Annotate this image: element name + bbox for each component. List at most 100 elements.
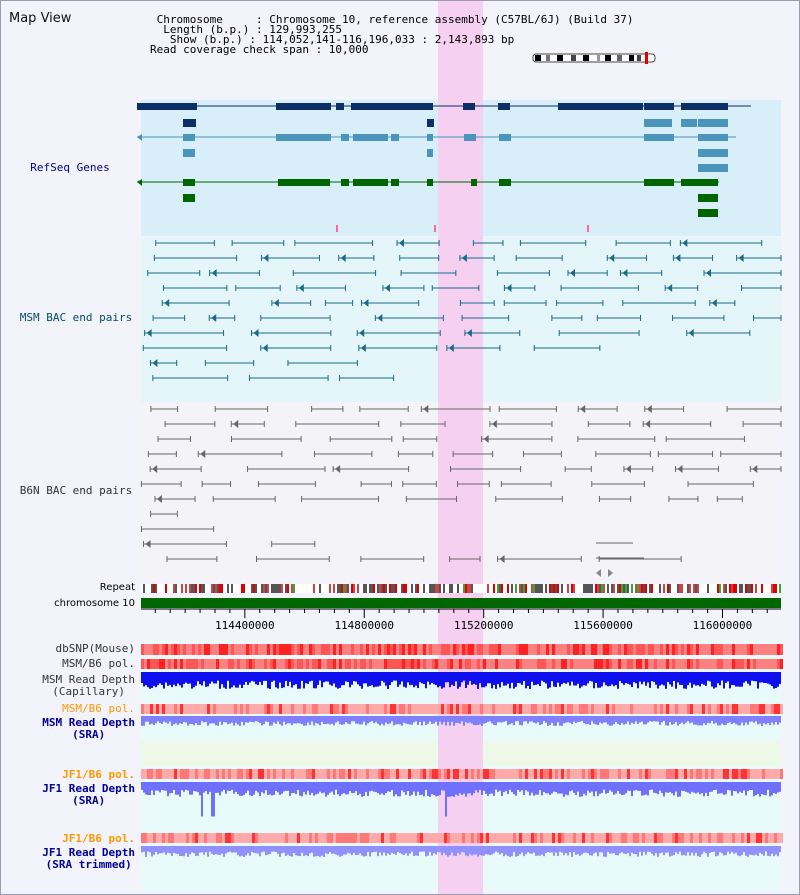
msm-cap-depth-690 (691, 672, 693, 688)
dbsnp-strip-713 (714, 644, 717, 655)
msm-sra-depth-244 (245, 716, 247, 723)
jf1-pol-strip-248 (249, 769, 252, 779)
jf1-sra-depth-774 (775, 782, 777, 794)
dbsnp-strip-473 (474, 644, 477, 655)
msm-sra-depth-408 (409, 716, 411, 725)
repeat-seg-508 (509, 584, 511, 593)
msm-sra-depth-142 (143, 716, 145, 726)
jf1-trim-depth-702 (703, 846, 705, 852)
msm-pol2-strip-647 (648, 704, 651, 714)
msm-sra-depth-486 (487, 716, 489, 722)
msm-sra-depth-210 (211, 716, 213, 724)
msm-sra-depth-436 (437, 716, 439, 726)
msm-pol2-strip-650 (651, 704, 654, 714)
repeat-seg-776 (777, 584, 779, 593)
dbsnp-strip-743 (744, 644, 747, 655)
jf1-read-depth-sra-label[interactable]: JF1 Read Depth (SRA) (42, 782, 135, 807)
jf1-sra-depth-762 (763, 782, 765, 795)
repeat-seg-164 (165, 584, 167, 593)
jf1-trim-depth-544 (545, 846, 547, 854)
msm-pol-strip-593 (594, 659, 597, 669)
jf1-sra-depth-284 (285, 782, 287, 791)
jf1-pol2-strip-341 (342, 833, 345, 843)
jf1-pol2-strip-242 (243, 833, 246, 843)
jf1-sra-depth-410 (411, 782, 413, 795)
msm-cap-depth-160 (161, 672, 163, 685)
jf1-pol-strip-185 (186, 769, 189, 779)
repeat-seg-462 (463, 584, 465, 593)
dbsnp-strip-521 (522, 644, 525, 655)
repeat-seg-236 (237, 584, 239, 593)
dbsnp-strip-440 (441, 644, 444, 655)
msm-read-depth-sra-label[interactable]: MSM Read Depth (SRA) (42, 716, 135, 741)
msm-cap-depth-548 (549, 672, 551, 688)
jf1-pol2-strip-320 (321, 833, 324, 843)
gene-row-1-exon-7 (644, 103, 674, 110)
jf1-trim-depth-214 (215, 846, 217, 855)
jf1-pol-strip-707 (708, 769, 711, 779)
msm-pol-strip-626 (627, 659, 630, 669)
msm-pol-strip-140 (141, 659, 144, 669)
jf1-pol-strip-278 (279, 769, 282, 779)
jf1-trim-depth-190 (191, 846, 193, 853)
jf1-read-depth-trimmed-label[interactable]: JF1 Read Depth (SRA trimmed) (42, 846, 135, 871)
jf1-pol2-strip-215 (216, 833, 219, 843)
msm-sra-depth-422 (423, 716, 425, 722)
msm-sra-depth-262 (263, 716, 265, 725)
msm-sra-depth-426 (427, 716, 429, 724)
msm-cap-depth-734 (735, 672, 737, 687)
jf1-b6-pol-label-2[interactable]: JF1/B6 pol. (62, 832, 135, 845)
repeat-seg-192 (193, 584, 195, 593)
msm-cap-depth-226 (227, 672, 229, 681)
jf1-b6-pol-label[interactable]: JF1/B6 pol. (62, 768, 135, 781)
msm-cap-depth-276 (277, 672, 279, 689)
repeat-seg-360 (361, 584, 363, 593)
b6n-bac-label[interactable]: B6N BAC end pairs (19, 484, 133, 497)
jf1-pol2-strip-560 (561, 833, 564, 843)
dbsnp-strip-512 (513, 644, 516, 655)
b6n-arrow-9-0 (145, 540, 151, 548)
msm-pol-strip-773 (774, 659, 777, 669)
jf1-pol2-strip-599 (600, 833, 603, 843)
msm-sra-depth-146 (147, 716, 149, 722)
repeat-seg-144 (145, 584, 147, 593)
msm-pol2-strip-521 (522, 704, 525, 714)
jf1-sra-depth-626 (627, 782, 629, 791)
repeat-seg-418 (419, 584, 421, 593)
msm-pol2-strip-590 (591, 704, 594, 714)
msm-sra-depth-668 (669, 716, 671, 723)
repeat-seg-602 (603, 584, 605, 593)
msm-cap-depth-540 (541, 672, 543, 681)
dbsnp-strip-332 (333, 644, 336, 655)
msm-pol2-strip-539 (540, 704, 543, 714)
jf1-pol2-strip-611 (612, 833, 615, 843)
jf1-sra-depth-246 (247, 782, 249, 791)
repeat-seg-280 (281, 584, 283, 593)
msm-b6-pol-label[interactable]: MSM/B6 pol. (62, 657, 135, 670)
jf1-pol2-strip-563 (564, 833, 567, 843)
repeat-seg-592 (593, 584, 595, 593)
jf1-sra-depth-660 (661, 782, 663, 794)
msm-sra-depth-450 (451, 716, 453, 722)
jf1-sra-depth-256 (257, 782, 259, 793)
gene-row-3-exon-7 (499, 134, 511, 141)
jf1-trim-depth-426 (427, 846, 429, 856)
msm-cap-depth-254 (255, 672, 257, 685)
msm-bac-label[interactable]: MSM BAC end pairs (19, 311, 133, 324)
jf1-sra-depth-370 (371, 782, 373, 791)
msm-pol-strip-431 (432, 659, 435, 669)
jf1-trim-depth-718 (719, 846, 721, 853)
dbsnp-label[interactable]: dbSNP(Mouse) (55, 642, 135, 655)
jf1-pol-strip-617 (618, 769, 621, 779)
refseq-genes-label[interactable]: RefSeq Genes (30, 161, 110, 174)
msm-pol2-strip-677 (678, 704, 681, 714)
jf1-sra-depth-400 (401, 782, 403, 791)
repeat-seg-312 (313, 584, 315, 593)
jf1-pol-strip-281 (282, 769, 285, 779)
msm-b6-pol-label-2[interactable]: MSM/B6 pol. (62, 702, 135, 715)
msm-pol-strip-530 (531, 659, 534, 669)
msm-cap-depth-344 (345, 672, 347, 682)
dbsnp-strip-410 (411, 644, 414, 655)
msm-read-depth-capillary-label[interactable]: MSM Read Depth (Capillary) (42, 673, 135, 698)
jf1-trim-depth-212 (213, 846, 215, 856)
